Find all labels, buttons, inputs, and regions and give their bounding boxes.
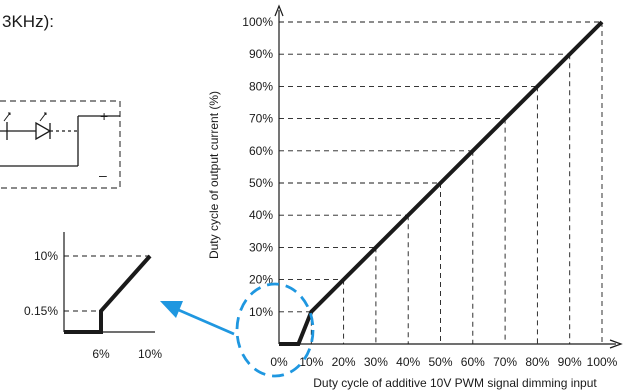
main-y-tick-label: 90% xyxy=(249,47,273,61)
main-x-tick-label: 40% xyxy=(396,355,420,369)
plus-terminal: + xyxy=(100,108,108,124)
zoom-circle xyxy=(235,282,315,378)
header-fragment: 3KHz): xyxy=(2,12,54,31)
inset-series-line xyxy=(64,254,152,334)
main-x-tick-label: 10% xyxy=(299,355,323,369)
main-x-tick-label: 70% xyxy=(493,355,517,369)
main-x-tick-label: 80% xyxy=(525,355,549,369)
main-y-axis-label: Duty cycle of output current (%) xyxy=(207,91,221,259)
main-x-axis-arrow xyxy=(609,339,623,349)
zoom-arrow-shaft xyxy=(173,306,235,336)
inset-y-tick-label: 10% xyxy=(34,249,58,263)
main-series-line xyxy=(279,20,604,346)
main-x-tick-label: 20% xyxy=(332,355,356,369)
main-ticks: 10% 20% 30% 40% 50% 60% 70% 80% 90% 100% 0% 10% 20% 3… xyxy=(242,15,617,369)
main-x-axis-label: Duty cycle of additive 10V PWM signal di… xyxy=(313,376,597,390)
inset-y-tick-label: 0.15% xyxy=(24,304,58,318)
inset-x-tick-label: 6% xyxy=(92,347,110,361)
circuit-diagram: + – xyxy=(0,100,121,189)
main-x-tick-label: 90% xyxy=(558,355,582,369)
main-grid xyxy=(279,21,603,344)
main-y-axis-arrow xyxy=(274,4,284,17)
inset-ticks: 0.15% 10% 6% 10% xyxy=(24,249,162,361)
main-y-tick-label: 100% xyxy=(242,15,273,29)
led-light-arrow-icon-2 xyxy=(3,112,11,122)
main-x-tick-label: 50% xyxy=(428,355,452,369)
circuit-box-outline xyxy=(0,100,121,189)
zoom-indicator xyxy=(160,282,315,378)
main-x-tick-label: 0% xyxy=(270,355,288,369)
zoom-arrow-head-icon xyxy=(160,301,183,318)
inset-x-tick-label: 10% xyxy=(138,347,162,361)
main-x-tick-label: 30% xyxy=(364,355,388,369)
main-y-tick-label: 50% xyxy=(249,176,273,190)
main-x-tick-label: 60% xyxy=(461,355,485,369)
minus-terminal: – xyxy=(99,167,107,183)
main-y-tick-label: 80% xyxy=(249,79,273,93)
main-x-tick-label: 100% xyxy=(587,355,618,369)
led-icon xyxy=(35,121,52,141)
main-y-tick-label: 60% xyxy=(249,144,273,158)
main-y-tick-label: 30% xyxy=(249,240,273,254)
main-y-tick-label: 70% xyxy=(249,112,273,126)
main-y-tick-label: 10% xyxy=(249,305,273,319)
led-light-arrow-icon xyxy=(39,112,47,122)
inset-grid xyxy=(64,255,150,312)
main-y-tick-label: 40% xyxy=(249,208,273,222)
main-chart: 10% 20% 30% 40% 50% 60% 70% 80% 90% 100% 0% 10% 20% 3… xyxy=(207,4,623,390)
inset-chart: 0.15% 10% 6% 10% xyxy=(24,232,162,361)
main-y-tick-label: 20% xyxy=(249,273,273,287)
